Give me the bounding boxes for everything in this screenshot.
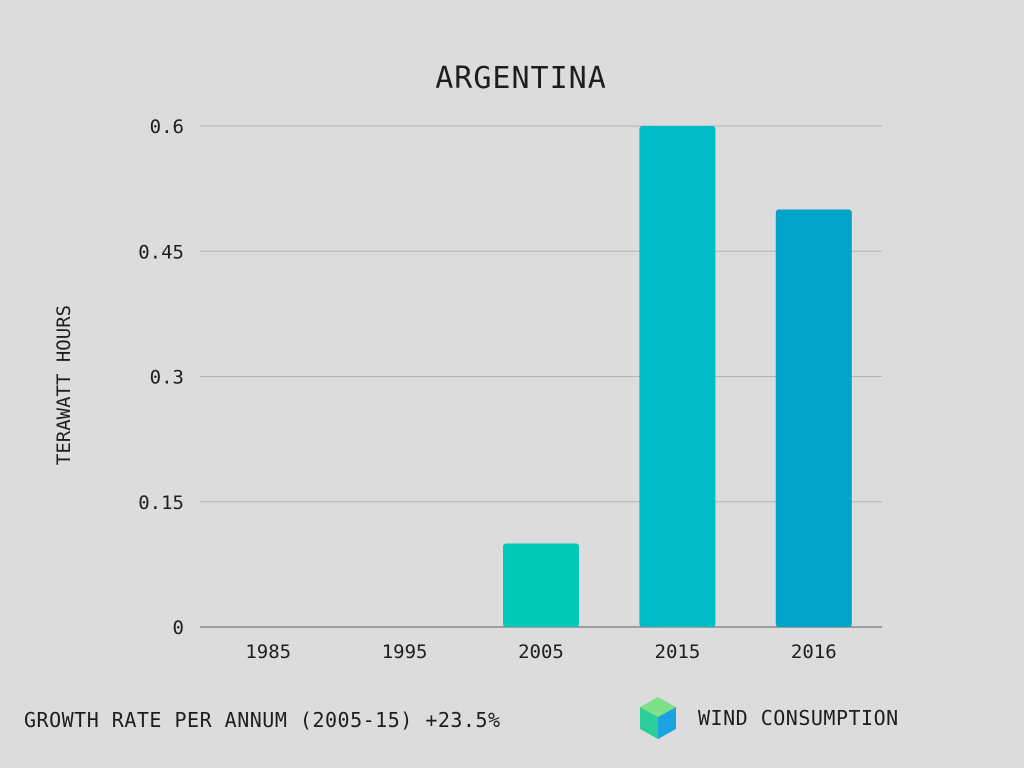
y-tick-label: 0.15 — [138, 492, 184, 514]
x-tick-label: 1985 — [245, 641, 291, 663]
y-tick-label: 0.3 — [150, 367, 184, 389]
growth-rate-text: GROWTH RATE PER ANNUM (2005-15) +23.5% — [24, 708, 501, 732]
bar-2016 — [775, 209, 852, 627]
bar-2005 — [503, 543, 579, 627]
bar-chart: ARGENTINA TERAWATT HOURS 0 0.15 0.3 0.45 0.6… — [53, 61, 882, 663]
y-tick-label: 0.6 — [150, 116, 184, 138]
y-axis-label: TERAWATT HOURS — [53, 305, 75, 465]
y-tick-label: 0 — [173, 617, 184, 639]
x-tick-label: 2016 — [791, 641, 837, 663]
cube-icon — [640, 697, 676, 739]
legend-label: WIND CONSUMPTION — [698, 706, 899, 730]
bar-2015 — [639, 126, 716, 627]
y-tick-label: 0.45 — [138, 241, 184, 263]
x-tick-label: 2015 — [655, 641, 701, 663]
chart-title: ARGENTINA — [435, 61, 607, 96]
x-tick-label: 1995 — [382, 641, 428, 663]
legend: WIND CONSUMPTION — [640, 697, 899, 739]
x-tick-label: 2005 — [518, 641, 564, 663]
